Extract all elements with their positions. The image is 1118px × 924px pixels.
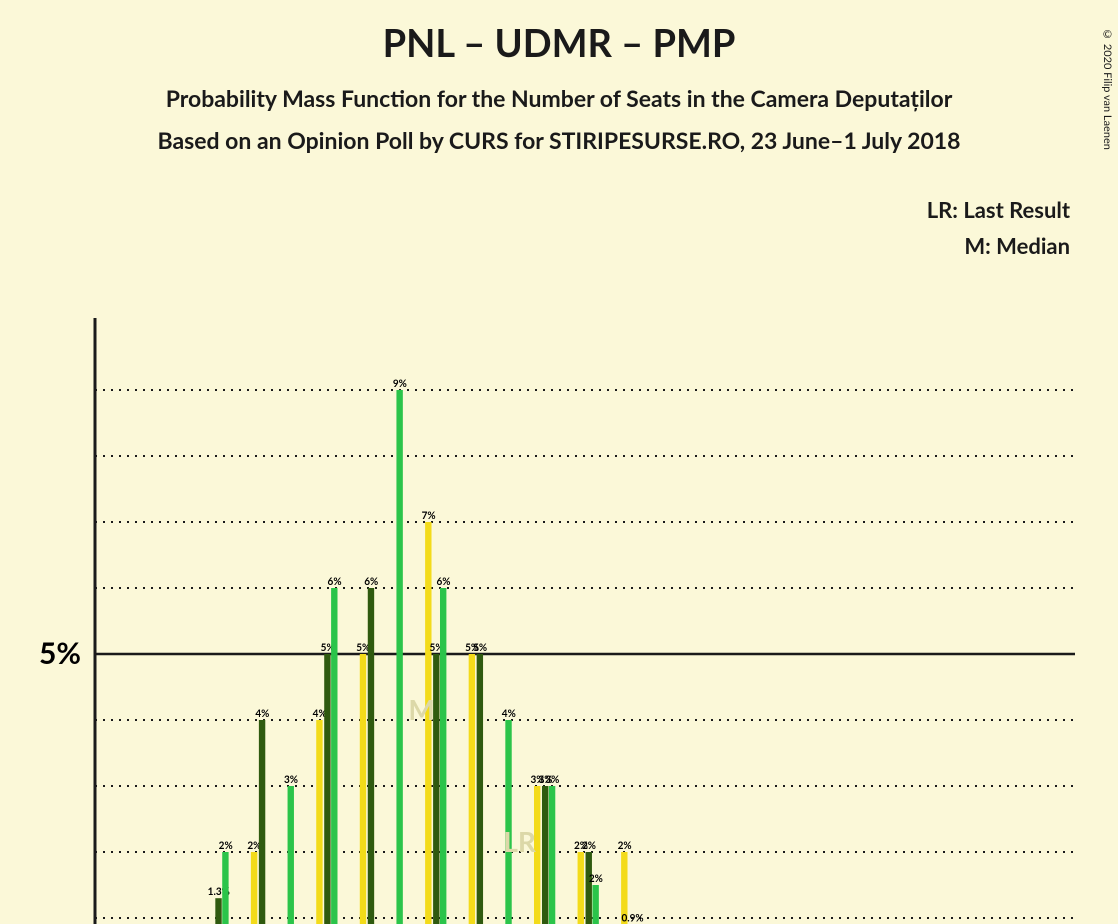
bar-label: 4%: [502, 708, 516, 720]
chart-subtitle1: Probability Mass Function for the Number…: [0, 84, 1118, 112]
bar-label: 2%: [618, 840, 632, 852]
chart-marker: LR: [503, 824, 537, 858]
chart-title: PNL – UDMR – PMP: [0, 20, 1118, 66]
bar-label: 4%: [255, 708, 269, 720]
bar-label: 7%: [422, 510, 436, 522]
bar-label: 3%: [284, 774, 298, 786]
bar-label: 6%: [436, 576, 450, 588]
bar-label: 5%: [473, 642, 487, 654]
y-tick-label: 5%: [39, 635, 81, 671]
bar-label: 2%: [219, 840, 233, 852]
bar-label: 0.9%: [621, 913, 643, 924]
pmf-bar-chart: 0%0.1%0.2%0.2%0.2%0.4%0.6%1.3%2%2%4%3%4%…: [0, 154, 1118, 924]
bar-label: 6%: [328, 576, 342, 588]
bar-label: 9%: [393, 378, 407, 390]
chart-marker: M: [408, 692, 434, 726]
bar-label: 3%: [545, 774, 559, 786]
bar-label: 6%: [364, 576, 378, 588]
copyright-text: © 2020 Filip van Laenen: [1101, 28, 1114, 150]
chart-subtitle2: Based on an Opinion Poll by CURS for STI…: [0, 126, 1118, 154]
bar-label: 2%: [582, 840, 596, 852]
bar-label: 2%: [589, 873, 603, 885]
